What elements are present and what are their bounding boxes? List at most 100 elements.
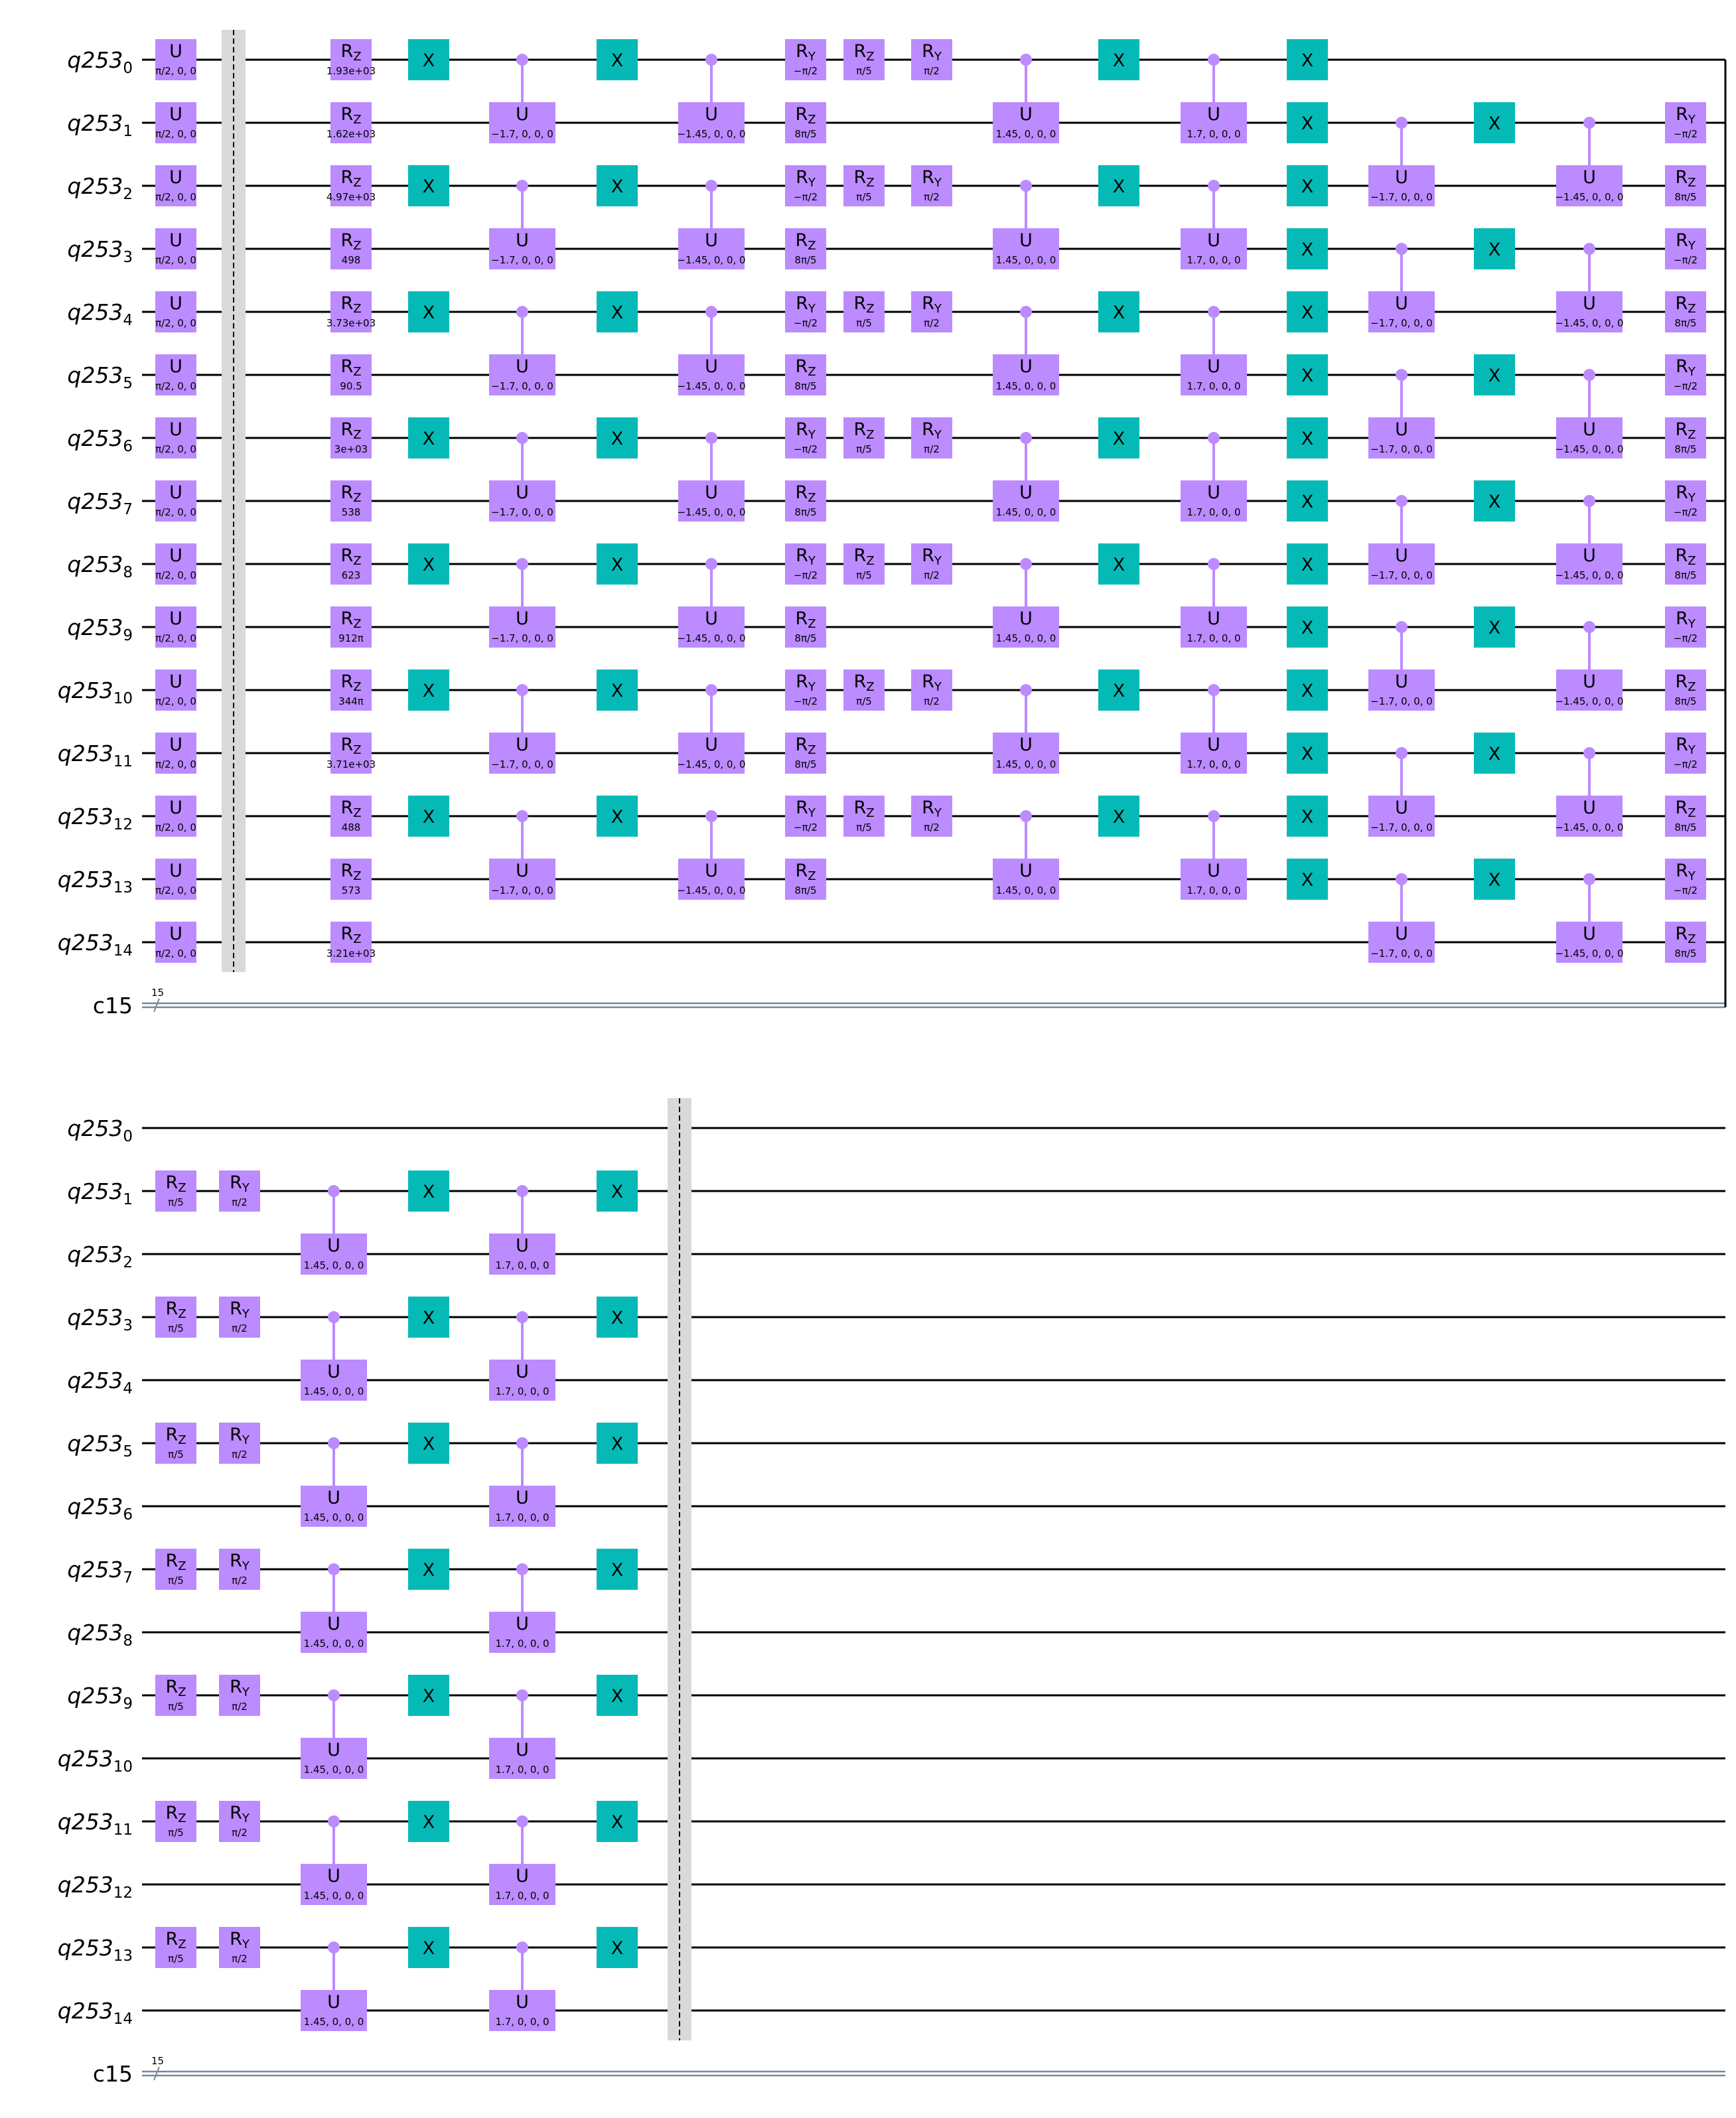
gate-cu-q6 [1556, 417, 1623, 459]
gate-ry-q2 [785, 165, 826, 206]
gate-ry-q6-param: −π/2 [794, 443, 818, 455]
gate-rz-q5-label: RZ [340, 356, 361, 379]
gate-x-q9 [1474, 606, 1515, 648]
control-dot-q13 [328, 1942, 340, 1953]
qubit-label-13: q25313 [58, 1935, 133, 1965]
gate-x-q10 [1287, 670, 1328, 711]
gate-cu-param: −1.45, 0, 0, 0 [1555, 317, 1623, 329]
gate-cu-param: −1.45, 0, 0, 0 [1555, 569, 1623, 581]
control-dot-q9 [328, 1689, 340, 1701]
gate-x-q12-label: X [1301, 807, 1314, 827]
gate-rz-q10-param: 8π/5 [1674, 695, 1696, 707]
gate-rz-q2-param: 4.97e+03 [326, 191, 376, 203]
gate-cu-label: U [1395, 167, 1408, 188]
gate-ry-q11-param: π/2 [232, 1827, 248, 1839]
gate-rz-q7-param: 538 [342, 506, 361, 518]
gate-x-q9-label: X [1301, 618, 1314, 638]
qubit-label-9: q2539 [67, 614, 133, 644]
gate-u-q6-label: U [169, 419, 182, 440]
gate-rz-q10 [843, 670, 885, 711]
gate-cu-label: U [516, 482, 529, 503]
gate-cu-q10 [489, 1738, 555, 1779]
qubit-label-8: q2538 [67, 1620, 133, 1650]
gate-cu-q14 [301, 1990, 367, 2031]
control-dot-q7 [1396, 495, 1408, 507]
gate-cu-q7 [993, 480, 1059, 522]
gate-x-q0 [1098, 39, 1139, 80]
gate-x-q2 [597, 165, 638, 206]
qubit-label-10: q25310 [58, 677, 133, 707]
qubit-label-6: q2536 [67, 1494, 133, 1523]
gate-cu-label: U [1207, 230, 1220, 251]
gate-ry-q9-param: π/2 [232, 1701, 248, 1713]
gate-u-q14-label: U [169, 924, 182, 944]
gate-cu-param: 1.7, 0, 0, 0 [495, 1259, 549, 1271]
gate-cu-label: U [1395, 924, 1408, 944]
gate-cu-label: U [516, 1362, 529, 1382]
gate-cu-q7 [678, 480, 745, 522]
gate-cu-q13 [1181, 859, 1247, 900]
control-dot-q3 [1396, 243, 1408, 255]
gate-ry-q3-param: −π/2 [1674, 254, 1698, 266]
gate-cu-param: 1.45, 0, 0, 0 [996, 632, 1056, 644]
gate-u-q4 [155, 291, 196, 332]
gate-ry-q5-param: π/2 [232, 1448, 248, 1460]
gate-cu-q4 [1556, 291, 1623, 332]
gate-u-q0-label: U [169, 41, 182, 62]
gate-ry-q8 [911, 543, 952, 585]
gate-cu-q2 [489, 1234, 555, 1275]
column-1: Uπ/2, 0, 0 Uπ/2, 0, 0 Uπ/2, 0, 0 Uπ/2, 0, 0… [155, 39, 196, 963]
control-dot-q7 [328, 1563, 340, 1575]
gate-cu-param: −1.45, 0, 0, 0 [677, 380, 745, 392]
gate-cu-q11 [678, 733, 745, 774]
gate-x-q12-label: X [1113, 807, 1125, 827]
gate-rz-q12 [1665, 796, 1706, 837]
gate-cu-param: 1.45, 0, 0, 0 [304, 1259, 364, 1271]
gate-cu-label: U [1583, 671, 1596, 692]
gate-rz-q6-param: 8π/5 [1674, 443, 1696, 455]
gate-cu-q11 [993, 733, 1059, 774]
gate-u-q4-param: π/2, 0, 0 [155, 317, 196, 329]
gate-x-q13 [408, 1927, 449, 1968]
gate-ry-q4-param: −π/2 [794, 317, 818, 329]
gate-x-q8 [408, 543, 449, 585]
gate-u-q9 [155, 606, 196, 648]
gate-rz-q3 [785, 228, 826, 269]
gate-rz-q13-param: π/5 [168, 1953, 184, 1965]
gate-x-q12 [1098, 796, 1139, 837]
gate-cu-param: −1.45, 0, 0, 0 [677, 506, 745, 518]
gate-x-q13-label: X [1301, 870, 1314, 890]
gate-u-q7-label: U [169, 482, 182, 503]
gate-x-q9-label: X [1488, 618, 1501, 638]
control-dot-q2 [1208, 180, 1220, 192]
gate-cu-label: U [1583, 167, 1596, 188]
gate-rz-q6 [1665, 417, 1706, 459]
gate-x-q11 [1474, 733, 1515, 774]
gate-rz-q13-param: 8π/5 [794, 884, 816, 896]
gate-cu-param: −1.7, 0, 0, 0 [1370, 191, 1433, 203]
gate-cu-param: −1.7, 0, 0, 0 [491, 506, 553, 518]
gate-cu-label: U [1207, 861, 1220, 881]
circuit-panel-1: q2530 q2531 q2532 q2533 q2534 q2535 q2536 q2537… [58, 30, 1727, 1019]
gate-ry-q13-param: π/2 [232, 1953, 248, 1965]
control-dot-q2 [705, 180, 717, 192]
gate-u-q12 [155, 796, 196, 837]
gate-cu-param: −1.7, 0, 0, 0 [491, 884, 553, 896]
gate-x-q7 [1287, 480, 1328, 522]
gate-cu-q5 [489, 354, 555, 395]
control-dot-q1 [328, 1185, 340, 1197]
gate-x-q9 [597, 1675, 638, 1716]
gate-rz-q5-param: π/5 [168, 1448, 184, 1460]
gate-ry-q5-label: RY [1676, 356, 1696, 379]
gate-x-q11-label: X [1488, 744, 1501, 764]
gate-ry-q6-param: π/2 [924, 443, 940, 455]
gate-x-q1-label: X [1301, 113, 1314, 134]
control-dot-q0 [1020, 54, 1032, 66]
gate-x-q10-label: X [611, 681, 624, 701]
column-4: X X X X X X X [408, 39, 449, 837]
gate-x-q1 [1474, 102, 1515, 143]
gate-rz-q6 [330, 417, 372, 459]
control-dot-q2 [516, 180, 528, 192]
gate-rz-q13 [155, 1927, 196, 1968]
